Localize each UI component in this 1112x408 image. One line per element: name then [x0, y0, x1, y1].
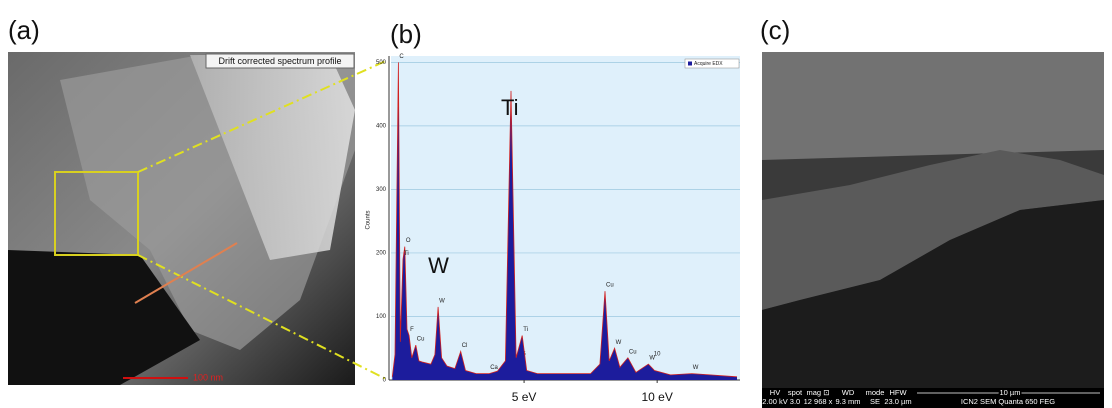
y-tick-label: 400 — [376, 123, 387, 129]
y-axis-label: Counts — [366, 210, 372, 229]
info-value: 9.3 mm — [835, 397, 860, 406]
legend-label: Acquire EDX — [694, 61, 723, 67]
peak-label: Cu — [606, 283, 614, 289]
peak-label: Cu — [417, 337, 425, 343]
info-header: mode — [866, 388, 885, 397]
sem-flake — [762, 150, 1104, 310]
panel-label: (a) — [8, 15, 40, 45]
info-header: HV — [770, 388, 780, 397]
y-tick-label: 200 — [376, 251, 387, 257]
y-tick-label: 500 — [376, 60, 387, 66]
peak-label: Ca — [490, 365, 498, 371]
panel-label: (c) — [760, 15, 790, 45]
x-tick-label: 10 eV — [641, 390, 672, 404]
peak-label: Ti — [404, 251, 409, 257]
sem-substrate — [762, 200, 1104, 388]
instrument-label: ICN2 SEM Quanta 650 FEG — [961, 397, 1055, 406]
info-value: SE — [870, 397, 880, 406]
peak-label: W — [649, 356, 655, 362]
peak-label: Cl — [462, 343, 468, 349]
peak-label: C — [399, 54, 404, 60]
zoom-line — [137, 59, 389, 173]
peak-label: O — [406, 238, 411, 244]
info-value: 2.00 kV — [762, 397, 787, 406]
spectrum-line — [391, 62, 738, 378]
legend-swatch — [688, 61, 692, 66]
peak-label: Ti — [523, 327, 528, 333]
element-annotation: W — [428, 253, 449, 278]
peak-label: W — [616, 340, 622, 346]
y-tick-label: 300 — [376, 187, 387, 193]
y-tick-label: 100 — [376, 314, 387, 320]
peak-label: W — [693, 365, 699, 371]
y-tick-label: 0 — [383, 378, 387, 384]
element-annotation: Ti — [501, 95, 519, 120]
info-header: mag ⊡ — [807, 388, 830, 397]
info-header: HFW — [889, 388, 907, 397]
peak-label: Cu — [629, 349, 637, 355]
caption-box — [205, 53, 355, 69]
peak-label: F — [410, 327, 414, 333]
legend-box — [684, 58, 740, 69]
scale-bar-label: 10 µm — [1000, 388, 1021, 397]
caption-text: Drift corrected spectrum profile — [218, 56, 341, 66]
peak-label: W — [439, 299, 445, 305]
zoom-box — [54, 171, 139, 256]
x-inner-tick-label: 10 — [654, 352, 661, 358]
sample-bright — [190, 55, 355, 260]
info-value: 3.0 — [790, 397, 800, 406]
plot-background — [391, 56, 740, 380]
profile-line — [134, 242, 238, 304]
info-header: WD — [842, 388, 855, 397]
dark-region — [8, 250, 200, 385]
info-header: spot — [788, 388, 803, 397]
info-value: 12 968 x — [804, 397, 833, 406]
scale-bar-label: 100 nm — [193, 372, 223, 382]
x-tick-label: 5 eV — [512, 390, 537, 404]
info-value: 23.0 µm — [884, 397, 911, 406]
panel-label: (b) — [390, 19, 422, 49]
